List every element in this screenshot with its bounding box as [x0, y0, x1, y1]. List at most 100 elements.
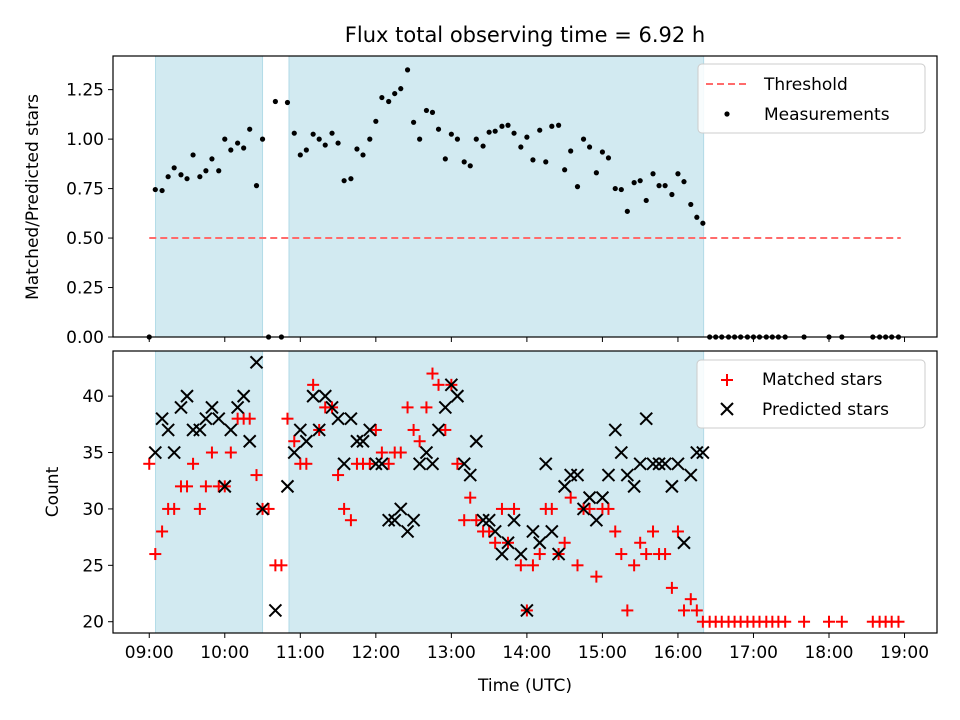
predicted-star-point [488, 524, 502, 539]
matched-star-point [508, 502, 521, 515]
predicted-star-point [218, 479, 232, 494]
predicted-marker-b [325, 400, 339, 415]
predicted-star-point [507, 513, 521, 527]
matched-star-point [640, 548, 653, 561]
predicted-marker-b [601, 468, 616, 482]
measurement-point [235, 140, 241, 146]
predicted-marker-b [344, 411, 358, 426]
predicted-marker-b [375, 457, 389, 471]
predicted-marker-b [582, 490, 597, 505]
predicted-marker-b [230, 400, 245, 415]
count-panel: 09:00 10:00 11:00 12:00 13:00 14:00 15:00 16:00… [43, 350, 938, 696]
matched-star-point [495, 502, 508, 515]
predicted-marker-b [614, 445, 629, 460]
bottom-legend-box [696, 359, 926, 429]
predicted-star-point [639, 411, 653, 426]
predicted-marker-b [388, 513, 402, 527]
y-tick-label: 0.25 [66, 279, 104, 299]
predicted-marker-b [533, 536, 547, 550]
matched-star-point [647, 525, 660, 538]
predicted-marker-b [218, 479, 232, 494]
measurement-point [556, 122, 562, 128]
predicted-star-point [690, 445, 704, 460]
predicted-marker-b [350, 434, 364, 448]
predicted-marker-b [293, 423, 308, 437]
predicted-star-point [595, 490, 610, 505]
measurement-point [159, 187, 165, 194]
measurement-point [448, 131, 454, 137]
matched-star-point [458, 514, 471, 527]
predicted-marker-b [658, 457, 672, 471]
matched-star-point [413, 435, 426, 448]
predicted-star-point [337, 457, 351, 471]
top-y-axis-label: Matched/Predicted stars [23, 94, 43, 300]
threshold-legend-label: Threshold [763, 75, 848, 95]
predicted-marker-b [608, 423, 622, 437]
matched-star-point [262, 502, 275, 515]
predicted-star-point [570, 468, 585, 482]
matched-star-point [470, 514, 483, 527]
measurement-point [700, 220, 706, 226]
matched-star-point [564, 491, 577, 504]
predicted-star-point [318, 389, 332, 403]
predicted-star-point [193, 423, 207, 437]
measurement-point [216, 168, 222, 174]
measurement-point [580, 136, 587, 142]
predicted-marker-b [488, 524, 502, 539]
measurement-point [410, 119, 417, 125]
predicted-star-point [652, 457, 666, 471]
predicted-marker-b [627, 479, 641, 494]
predicted-star-point [450, 389, 465, 403]
measurement-point [511, 130, 517, 136]
matched-star-point [628, 559, 641, 572]
observing-interval [288, 55, 705, 338]
measurement-point [669, 191, 675, 198]
predicted-star-point [576, 502, 591, 516]
predicted-marker-b [242, 434, 257, 448]
matched-star-point [798, 615, 811, 628]
predicted-marker-b [482, 513, 496, 527]
measurement-point [467, 163, 473, 169]
measurement-point [316, 136, 322, 142]
predicted-marker-b [369, 457, 383, 471]
predicted-marker-b [400, 524, 415, 539]
predicted-star-point [646, 457, 660, 471]
predicted-star-point [425, 457, 440, 471]
top-axes-frame [112, 55, 938, 338]
predicted-star-point [589, 513, 604, 527]
predicted-star-point [533, 536, 547, 550]
predicted-marker-b [677, 536, 691, 550]
matched-legend-swatch [721, 374, 733, 386]
predicted-marker-b [318, 389, 332, 403]
measurement-point [543, 159, 549, 165]
measurement-point [435, 126, 442, 132]
x-tick-label: 13:00 [427, 643, 476, 663]
measurement-point [379, 94, 385, 101]
matched-star-point [394, 446, 407, 459]
predicted-marker-b [501, 536, 515, 550]
measurement-point [348, 176, 354, 182]
matched-star-point [665, 581, 678, 594]
measurement-point [171, 165, 177, 171]
predicted-star-point [444, 378, 459, 392]
predicted-star-point [671, 457, 685, 471]
predicted-marker-b [337, 457, 351, 471]
predicted-star-point [212, 411, 226, 426]
predicted-star-point [205, 400, 219, 415]
matched-star-point [275, 559, 288, 572]
bottom-y-ticks: 20 25 30 35 40 [82, 387, 113, 633]
predicted-star-point [363, 423, 377, 437]
top-y-ticks: 0.00 0.25 0.50 0.75 1.00 1.25 [66, 81, 113, 348]
predicted-marker-b [394, 502, 408, 516]
predicted-star-point [438, 400, 453, 415]
predicted-marker-b [268, 603, 283, 618]
measurement-point [681, 179, 687, 185]
predicted-marker-b [495, 547, 509, 561]
predicted-marker-b [463, 468, 477, 482]
ratio-panel: 0.00 0.25 0.50 0.75 1.00 1.25 Flux total obse… [23, 23, 938, 348]
predicted-star-point [501, 536, 515, 550]
measurement-point [203, 168, 209, 174]
predicted-star-point [633, 457, 647, 471]
measurement-point [272, 98, 278, 105]
predicted-marker-b [457, 457, 471, 471]
